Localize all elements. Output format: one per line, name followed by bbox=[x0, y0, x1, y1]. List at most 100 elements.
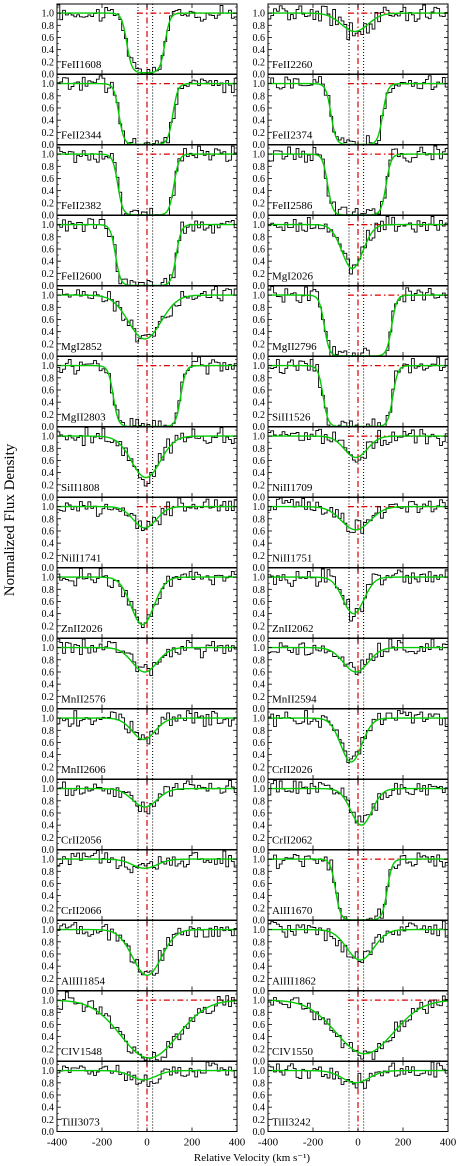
y-tick-label: 0.2 bbox=[42, 339, 55, 350]
y-tick-label: 0.4 bbox=[42, 398, 55, 409]
y-tick-label: 0.0 bbox=[42, 211, 55, 222]
ion-label: NiII1741 bbox=[61, 553, 101, 565]
y-tick-label: 0.2 bbox=[253, 762, 266, 773]
ion-label: TiII3073 bbox=[61, 1117, 100, 1129]
ion-label: NiII1709 bbox=[272, 482, 313, 494]
y-tick-label: 0.0 bbox=[42, 563, 55, 574]
ion-label: CIV1548 bbox=[61, 1046, 102, 1058]
y-tick-label: 0.6 bbox=[42, 738, 55, 749]
model-fit-curve bbox=[268, 1069, 448, 1084]
panel-mnii2594: 0.00.20.4 0.60.81.0 MnII2594 bbox=[253, 638, 449, 715]
y-tick-label: 0.2 bbox=[253, 692, 266, 703]
y-tick-label: 0.0 bbox=[42, 845, 55, 856]
y-tick-label: 0.8 bbox=[42, 726, 55, 737]
y-tick-label: 0.4 bbox=[42, 539, 55, 550]
y-tick-label: 0.8 bbox=[253, 303, 266, 314]
ion-label: CrII2062 bbox=[272, 835, 312, 847]
y-tick-label: 0.0 bbox=[253, 916, 266, 927]
y-tick-label: 0.8 bbox=[253, 91, 266, 102]
y-tick-label: 0.2 bbox=[253, 57, 266, 68]
y-tick-label: 0.6 bbox=[253, 949, 266, 960]
y-tick-label: 0.8 bbox=[253, 585, 266, 596]
y-tick-label: 0.6 bbox=[253, 526, 266, 537]
y-tick-label: 1.0 bbox=[42, 220, 55, 231]
y-tick-label: 0.8 bbox=[253, 1008, 266, 1019]
y-tick-label: 0.2 bbox=[253, 551, 266, 562]
y-tick-label: 0.4 bbox=[42, 257, 55, 268]
y-tick-label: 0.4 bbox=[42, 1032, 55, 1043]
y-tick-label: 0.6 bbox=[253, 174, 266, 185]
y-tick-label: 0.0 bbox=[253, 140, 266, 151]
panel-feii2344: 0.00.20.4 0.60.81.0 FeII2344 bbox=[42, 74, 238, 151]
ion-label: MgII2803 bbox=[61, 412, 106, 424]
y-tick-label: 0.0 bbox=[42, 704, 55, 715]
y-tick-label: 1.0 bbox=[253, 643, 266, 654]
model-fit-curve bbox=[57, 505, 237, 529]
y-tick-label: 0.6 bbox=[42, 1020, 55, 1031]
y-tick-label: 0.4 bbox=[42, 609, 55, 620]
y-tick-label: 1.0 bbox=[42, 9, 55, 20]
y-tick-label: 0.2 bbox=[42, 128, 55, 139]
y-tick-label: 0.4 bbox=[42, 962, 55, 973]
y-tick-label: 0.2 bbox=[42, 1115, 55, 1126]
ion-label: MgI2852 bbox=[61, 341, 102, 353]
y-tick-label: 0.8 bbox=[42, 373, 55, 384]
y-tick-label: 0.0 bbox=[253, 1057, 266, 1068]
panel-crii2062: 0.00.20.4 0.60.81.0 CrII2062 bbox=[253, 779, 449, 856]
panels-layer: 0.00.20.40.60.81.0FeII16080.00.20.40.60.… bbox=[42, 3, 457, 1149]
y-tick-label: 1.0 bbox=[42, 925, 55, 936]
y-tick-label: 1.0 bbox=[253, 432, 266, 443]
model-fit-curve bbox=[57, 858, 237, 869]
y-tick-label: 0.6 bbox=[253, 1090, 266, 1101]
y-tick-label: 0.4 bbox=[42, 468, 55, 479]
y-tick-label: 1.0 bbox=[253, 996, 266, 1007]
y-tick-label: 0.4 bbox=[42, 327, 55, 338]
y-tick-label: 1.0 bbox=[42, 643, 55, 654]
y-tick-label: 0.2 bbox=[42, 1044, 55, 1055]
spectrum-histogram bbox=[268, 920, 448, 963]
y-tick-label: 0.4 bbox=[253, 539, 266, 550]
spectrum-histogram bbox=[268, 497, 448, 534]
model-fit-curve bbox=[57, 1069, 237, 1081]
spectrum-histogram bbox=[268, 779, 448, 824]
y-tick-label: 0.4 bbox=[253, 680, 266, 691]
spectrum-histogram bbox=[57, 850, 237, 874]
ion-label: FeII2260 bbox=[272, 59, 313, 71]
y-tick-label: 0.8 bbox=[42, 303, 55, 314]
x-tick-label: 0 bbox=[355, 1137, 361, 1149]
y-tick-label: 0.6 bbox=[253, 315, 266, 326]
y-tick-label: 0.4 bbox=[42, 750, 55, 761]
x-tick-label: -200 bbox=[92, 1137, 113, 1149]
y-tick-label: 0.8 bbox=[42, 655, 55, 666]
y-tick-label: 1.0 bbox=[42, 291, 55, 302]
y-tick-label: 0.8 bbox=[42, 937, 55, 948]
x-tick-label: 400 bbox=[229, 1137, 246, 1149]
y-tick-label: 0.6 bbox=[42, 879, 55, 890]
spectrum-histogram bbox=[268, 710, 448, 763]
panel-mgi2026: 0.00.20.4 0.60.81.0 MgI2026 bbox=[253, 215, 449, 292]
y-tick-label: 0.8 bbox=[253, 867, 266, 878]
y-tick-label: 0.6 bbox=[253, 1020, 266, 1031]
y-tick-label: 0.8 bbox=[253, 444, 266, 455]
y-tick-label: 1.0 bbox=[253, 784, 266, 795]
y-tick-label: 0.4 bbox=[253, 821, 266, 832]
y-tick-label: 0.2 bbox=[253, 128, 266, 139]
y-tick-label: 0.0 bbox=[253, 845, 266, 856]
ion-label: FeII2374 bbox=[272, 130, 313, 142]
y-tick-label: 0.6 bbox=[42, 949, 55, 960]
y-tick-label: 0.4 bbox=[253, 398, 266, 409]
y-tick-label: 0.8 bbox=[42, 1078, 55, 1089]
y-tick-label: 0.2 bbox=[42, 833, 55, 844]
y-tick-label: 0.6 bbox=[253, 667, 266, 678]
y-tick-label: 0.0 bbox=[42, 634, 55, 645]
y-tick-label: 0.4 bbox=[253, 327, 266, 338]
y-tick-label: 0.6 bbox=[42, 526, 55, 537]
ion-label: SiII1526 bbox=[272, 412, 311, 424]
model-fit-curve bbox=[268, 999, 449, 1055]
spectrum-histogram bbox=[57, 921, 237, 976]
y-tick-label: 0.6 bbox=[42, 597, 55, 608]
panel-mgi2852: 0.0 0.20.40.60.81.0 MgI2852 bbox=[42, 285, 238, 363]
spectrum-histogram bbox=[57, 568, 237, 628]
y-tick-label: 0.2 bbox=[42, 692, 55, 703]
y-tick-label: 0.0 bbox=[42, 281, 55, 292]
